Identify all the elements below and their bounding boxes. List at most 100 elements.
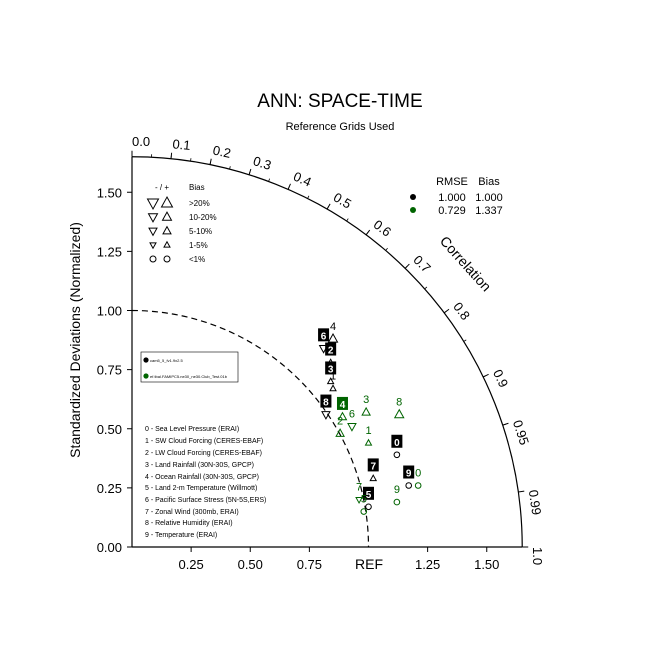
bias-up-icon [160, 196, 174, 208]
case-legend-marker-2 [143, 373, 149, 379]
correlation-tick-label: 0.5 [331, 190, 354, 212]
data-label: 2 [337, 415, 343, 427]
correlation-minor-tick [385, 247, 388, 251]
stats-marker-case2 [410, 207, 416, 213]
correlation-minor-tick [307, 195, 310, 199]
bias-legend-item-20: >20% [189, 199, 210, 208]
variable-legend-9: 9 - Temperature (ERAI) [145, 532, 217, 539]
correlation-tick-label: 1.0 [530, 547, 545, 565]
variable-legend-2: 2 - LW Cloud Forcing (CERES-EBAF) [145, 450, 262, 457]
bias-down-icon [148, 227, 158, 237]
correlation-minor-tick [365, 232, 369, 236]
y-tick-label: 0.25 [97, 481, 122, 496]
data-marker [369, 474, 378, 482]
correlation-minor-tick [404, 265, 408, 269]
axis-ticks: 0.25 0.50 0.75 1.25 1.500.000.250.500.751.00… [97, 134, 545, 572]
correlation-minor-tick [424, 286, 428, 290]
variable-legend-0: 0 - Sea Level Pressure (ERAI) [145, 426, 239, 433]
plot-frame [131, 156, 523, 548]
data-marker [393, 498, 401, 506]
correlation-tick-label: 0.99 [526, 489, 544, 516]
data-marker [365, 503, 372, 511]
correlation-tick-label: 0.0 [132, 134, 150, 149]
data-label-box [367, 458, 379, 472]
stats-rmse-case2: 0.729 [438, 205, 466, 217]
variable-legend-6: 6 - Pacific Surface Stress (5N-5S,ERS) [145, 497, 266, 504]
correlation-minor-tick [229, 166, 231, 170]
case-legend-label-1: cam5_5_fv1.9x2.5 [150, 358, 183, 363]
data-label: 7 [370, 461, 376, 472]
correlation-tick-label: 0.9 [490, 367, 511, 390]
bias-up-icon [161, 211, 173, 221]
variable-legend-5: 5 - Land 2-m Temperature (Willmott) [145, 485, 257, 492]
y-tick-label: 0.00 [97, 540, 122, 555]
reference-arc [131, 309, 370, 548]
data-marker [414, 482, 422, 489]
data-label: 9 [406, 469, 412, 480]
stats-bias-case2: 1.337 [475, 205, 503, 217]
variable-legend-4: 4 - Ocean Rainfall (30N-30S, GPCP) [145, 474, 259, 481]
correlation-minor-tick [346, 218, 349, 222]
data-label-box [336, 396, 348, 410]
data-marker [393, 408, 405, 419]
correlation-minor-tick [443, 310, 447, 314]
data-marker [327, 332, 339, 343]
data-marker [335, 428, 345, 437]
data-label-box [325, 342, 337, 356]
data-marker [361, 406, 371, 416]
correlation-label: Correlation [437, 233, 495, 295]
data-label: 6 [349, 408, 355, 420]
data-marker [321, 411, 331, 420]
correlation-tick-label: 0.6 [371, 217, 394, 240]
data-label-box [363, 486, 374, 500]
correlation-minor-tick [248, 171, 251, 175]
bias-legend-sign: - / + [155, 183, 169, 192]
correlation-minor-tick [326, 206, 329, 210]
correlation-minor-tick [463, 339, 467, 342]
bias-legend-item-5: 5-10% [189, 227, 212, 236]
data-label-box [320, 394, 332, 408]
correlation-minor-tick [502, 423, 506, 426]
stats-header-rmse: RMSE [436, 176, 468, 188]
chart-title: ANN: SPACE-TIME [257, 91, 422, 112]
data-label-box [325, 361, 337, 375]
case-legend-box [140, 351, 239, 383]
bias-legend-item-0: <1% [189, 255, 205, 264]
variable-legend: 0 - Sea Level Pressure (ERAI) 1 - SW Clo… [145, 426, 266, 539]
bias-up-icon [162, 225, 172, 235]
x-tick-label: 1.25 [415, 557, 440, 572]
stats-marker-case1 [410, 194, 416, 200]
correlation-tick-label: 0.4 [291, 169, 314, 190]
correlation-minor-tick [483, 375, 487, 378]
data-marker [337, 411, 348, 421]
data-label: 6 [321, 331, 327, 342]
y-tick-label: 1.50 [97, 185, 122, 200]
bias-legend: - / + Bias >20% 10-20% 5-10% 1-5% <1% [146, 183, 217, 264]
data-marker [326, 377, 335, 385]
data-marker [393, 451, 401, 459]
data-marker [355, 497, 363, 504]
variable-legend-8: 8 - Relative Humidity (ERAI) [145, 520, 233, 527]
data-label: 8 [396, 397, 402, 409]
data-label-box [403, 465, 415, 479]
correlation-minor-tick [209, 161, 212, 165]
bias-legend-symbols [146, 196, 174, 263]
correlation-tick-label: 0.3 [251, 153, 273, 173]
data-label: 1 [365, 425, 371, 437]
data-label: 2 [328, 346, 334, 357]
y-tick-label: 1.25 [97, 244, 122, 259]
x-tick-label: 0.25 [178, 557, 203, 572]
case-legend-label-2: ef.tbal.FAMIPC5.ne30_ne30.Club_Test.01b [150, 374, 228, 379]
variable-legend-3: 3 - Land Rainfall (30N-30S, GPCP) [145, 462, 254, 469]
stats-table: RMSE Bias 1.000 1.000 0.729 1.337 [410, 176, 503, 217]
data-marker [364, 438, 373, 446]
bias-down-icon [147, 213, 159, 223]
data-label: 5 [361, 494, 367, 506]
data-label: 3 [363, 394, 369, 406]
data-label: 1 [330, 371, 336, 383]
bias-legend-item-10: 10-20% [189, 213, 217, 222]
x-tick-label: 0.75 [297, 557, 322, 572]
x-tick-label: 0.50 [238, 557, 263, 572]
correlation-minor-tick [268, 178, 271, 182]
